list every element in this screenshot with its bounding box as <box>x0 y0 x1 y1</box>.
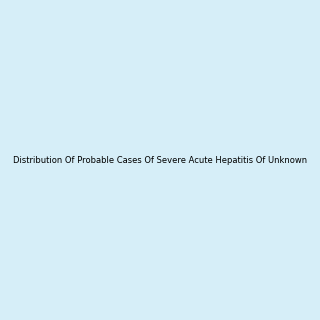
Text: Distribution Of Probable Cases Of Severe Acute Hepatitis Of Unknown: Distribution Of Probable Cases Of Severe… <box>13 156 307 164</box>
